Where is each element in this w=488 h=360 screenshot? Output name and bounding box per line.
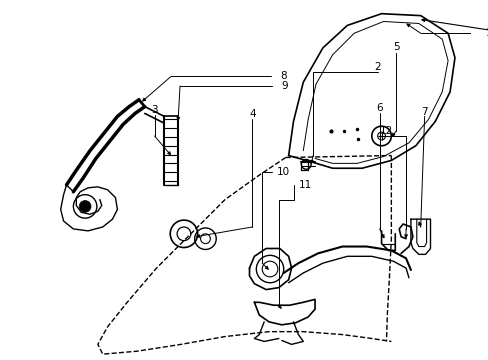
Text: 1: 1 bbox=[485, 28, 488, 38]
Text: 6: 6 bbox=[376, 103, 382, 113]
Text: 10: 10 bbox=[277, 167, 290, 177]
Text: 9: 9 bbox=[281, 81, 287, 91]
Text: 5: 5 bbox=[392, 42, 399, 52]
Circle shape bbox=[79, 201, 91, 212]
Text: 8: 8 bbox=[280, 71, 286, 81]
Text: 12: 12 bbox=[379, 126, 392, 136]
Text: 3: 3 bbox=[151, 104, 158, 114]
Text: 2: 2 bbox=[374, 63, 380, 72]
Text: 4: 4 bbox=[248, 109, 255, 120]
Text: 11: 11 bbox=[298, 180, 311, 190]
Circle shape bbox=[377, 132, 385, 140]
Text: 7: 7 bbox=[421, 107, 427, 117]
